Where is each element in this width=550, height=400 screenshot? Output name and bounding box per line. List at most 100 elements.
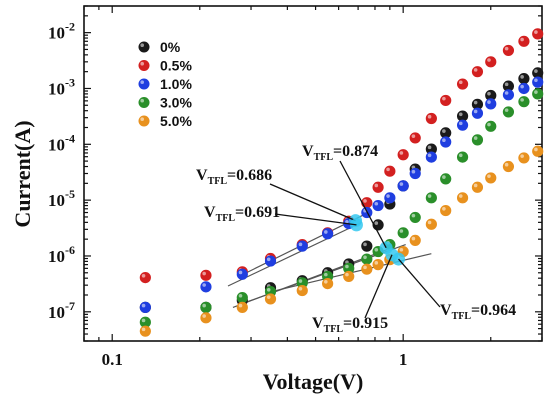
data-point-marker — [456, 78, 469, 90]
data-point-marker — [372, 199, 384, 212]
data-point-marker — [264, 255, 277, 267]
data-point-marker — [361, 197, 373, 209]
data-point-highlight — [374, 247, 379, 252]
data-point-highlight — [141, 318, 146, 323]
data-point-marker — [200, 301, 212, 313]
data-point — [397, 227, 409, 239]
data-point — [532, 88, 544, 100]
data-point — [471, 66, 484, 78]
legend-marker — [138, 60, 150, 71]
data-point-marker — [200, 312, 212, 324]
annotation-label: VTFL=0.964 — [440, 302, 516, 322]
data-point — [502, 44, 515, 57]
y-tick-label: 10-5 — [48, 187, 75, 210]
legend-label: 0% — [160, 39, 181, 55]
data-point-marker — [322, 278, 334, 290]
data-point — [425, 143, 437, 155]
data-point-highlight — [427, 145, 432, 150]
data-point-marker — [532, 145, 544, 157]
data-point-highlight — [473, 68, 478, 72]
data-point — [236, 268, 248, 280]
data-point-highlight — [298, 242, 303, 247]
legend-marker-highlight — [140, 43, 144, 47]
data-point-highlight — [324, 230, 328, 234]
legend-item: 5.0% — [138, 113, 192, 129]
tick-labels: 10-7 10-6 10-5 10-4 10-3 10-2 0.1 1 — [48, 20, 407, 369]
data-point-marker — [485, 98, 497, 110]
data-point-marker — [425, 112, 437, 125]
data-point-highlight — [504, 162, 509, 167]
data-point-highlight — [399, 151, 404, 155]
plot-area — [83, 5, 543, 342]
data-point — [361, 263, 373, 275]
data-point — [200, 312, 212, 324]
data-point — [322, 228, 334, 240]
data-point-marker — [425, 192, 437, 204]
data-point — [200, 301, 212, 313]
data-point — [384, 192, 396, 204]
data-point — [139, 301, 151, 313]
data-point-marker — [518, 96, 530, 108]
data-point-highlight — [487, 100, 491, 104]
data-point-highlight — [487, 58, 491, 62]
data-point-highlight — [202, 283, 206, 287]
data-point — [502, 106, 515, 118]
y-tick-label: 10-3 — [48, 75, 75, 98]
data-point-marker — [384, 192, 396, 204]
data-point-highlight — [520, 98, 524, 102]
data-point-highlight — [202, 271, 206, 276]
data-point-marker — [296, 240, 308, 252]
y-tick-label: 10-7 — [48, 299, 75, 322]
annotation-label: VTFL=0.691 — [204, 204, 280, 224]
data-point-highlight — [534, 78, 538, 83]
data-point — [425, 192, 437, 204]
data-point — [485, 56, 497, 68]
annotations: VTFL=0.874 VTFL=0.686 VTFL=0.691 VTFL=0.915… — [196, 143, 516, 335]
data-point-highlight — [363, 242, 367, 247]
legend-label: 0.5% — [160, 58, 192, 74]
data-point-marker — [384, 165, 396, 177]
data-point — [440, 204, 452, 217]
data-point-marker — [456, 151, 469, 163]
data-point — [532, 76, 544, 88]
data-point-marker — [361, 253, 373, 265]
data-point-marker — [372, 181, 384, 193]
data-point-highlight — [442, 129, 446, 133]
fit-line — [227, 221, 362, 287]
data-point — [361, 240, 373, 252]
data-point — [471, 181, 484, 193]
data-point-highlight — [427, 194, 432, 198]
data-point — [200, 269, 212, 281]
y-axis-title: Current(A) — [10, 120, 35, 227]
legend-marker — [138, 115, 150, 127]
data-point-marker — [200, 281, 212, 293]
data-point-marker — [518, 152, 530, 164]
data-point — [485, 98, 497, 110]
data-point-highlight — [374, 201, 379, 206]
data-point-highlight — [520, 84, 524, 89]
data-point — [409, 132, 421, 144]
annotation-arrow — [398, 258, 441, 308]
data-point-highlight — [504, 91, 509, 95]
data-point — [343, 270, 355, 283]
data-point-highlight — [487, 174, 491, 178]
data-point — [139, 325, 151, 337]
data-point-marker — [471, 181, 484, 193]
data-point-marker — [139, 325, 151, 337]
data-point — [532, 145, 544, 157]
x-axis-title: Voltage(V) — [263, 369, 364, 394]
data-point — [384, 165, 396, 177]
data-point — [471, 134, 484, 146]
data-point-highlight — [399, 182, 404, 186]
data-point — [236, 301, 248, 313]
annotation-arrow — [364, 254, 393, 319]
data-point-marker — [236, 301, 248, 313]
data-point-highlight — [534, 147, 538, 152]
data-point-highlight — [427, 153, 432, 158]
data-point-highlight — [141, 303, 146, 308]
annotation-label: VTFL=0.686 — [196, 167, 272, 187]
data-point-highlight — [520, 154, 524, 158]
data-point-highlight — [458, 194, 463, 198]
legend-marker-highlight — [140, 61, 144, 66]
data-point-highlight — [324, 280, 328, 284]
